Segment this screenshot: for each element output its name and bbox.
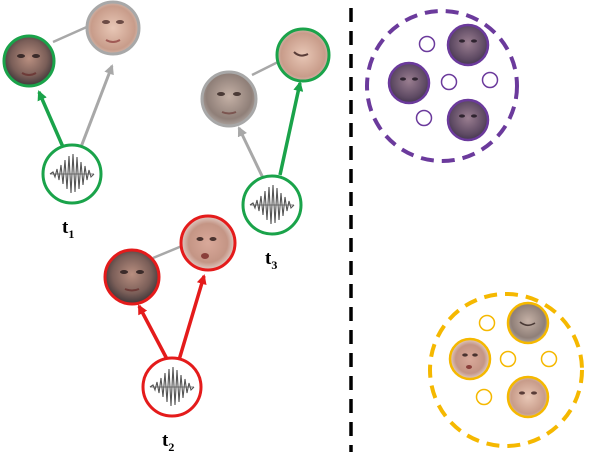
face-photo-icon xyxy=(103,248,161,306)
gray-arrow-t1 xyxy=(79,64,114,148)
cluster-small-node xyxy=(540,350,558,368)
cluster-small-node xyxy=(481,71,499,89)
face-photo-icon xyxy=(2,34,56,88)
face-photo-icon xyxy=(448,337,492,381)
group-t2: t2 xyxy=(103,214,237,454)
cluster-small-node xyxy=(478,314,496,332)
cluster-face xyxy=(446,23,490,67)
cluster-boundary xyxy=(365,9,519,163)
cluster-face xyxy=(446,98,490,142)
face-photo-icon xyxy=(85,0,141,56)
face-photo-icon xyxy=(506,375,550,419)
face-node-t1-left xyxy=(2,34,56,88)
face-node-t3-left xyxy=(200,70,258,128)
red-arrow-t2-right xyxy=(177,274,207,361)
speaker-cluster-purple xyxy=(365,9,519,163)
face-photo-icon xyxy=(179,214,237,272)
audio-node-t1 xyxy=(41,143,103,205)
cluster-small-node xyxy=(440,73,458,91)
face-node-t2-left xyxy=(103,248,161,306)
cluster-small-node xyxy=(415,109,433,127)
audio-node-t2 xyxy=(141,356,203,418)
cluster-small-node xyxy=(475,388,493,406)
face-photo-icon xyxy=(506,301,550,345)
face-photo-icon xyxy=(387,61,431,105)
face-photo-icon xyxy=(200,70,258,128)
cluster-face xyxy=(506,375,550,419)
speaker-cluster-orange xyxy=(428,292,584,448)
time-label-t3: t3 xyxy=(265,248,277,272)
cluster-small-node xyxy=(499,350,517,368)
group-t1: t1 xyxy=(2,0,141,241)
gray-link-t2 xyxy=(152,244,183,260)
time-label-t2: t2 xyxy=(162,430,174,454)
green-arrow-t3 xyxy=(278,81,304,176)
group-t3: t3 xyxy=(200,27,331,272)
time-label-t1: t1 xyxy=(62,217,74,241)
cluster-face xyxy=(448,337,492,381)
cluster-small-node xyxy=(418,35,436,53)
audio-node-t3 xyxy=(241,174,303,236)
face-node-t1-right xyxy=(85,0,141,56)
face-node-t3-right xyxy=(275,27,331,83)
cluster-boundary xyxy=(428,292,584,448)
gray-arrow-t3 xyxy=(237,126,265,179)
face-photo-icon xyxy=(446,98,490,142)
cluster-face xyxy=(387,61,431,105)
green-arrow-t1 xyxy=(37,90,65,148)
gray-link-t3 xyxy=(251,59,281,77)
face-photo-icon xyxy=(446,23,490,67)
face-node-t2-right xyxy=(179,214,237,272)
red-arrow-t2-left xyxy=(137,304,170,362)
cluster-face xyxy=(506,301,550,345)
